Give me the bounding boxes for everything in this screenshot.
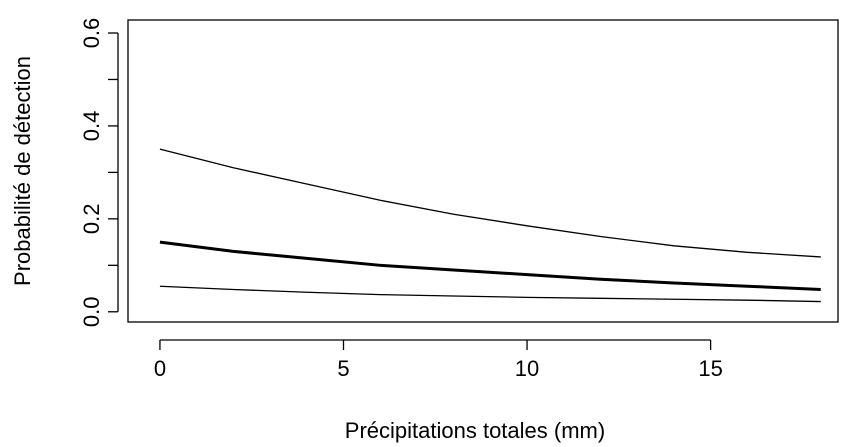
y-tick-label: 0.6: [79, 18, 104, 49]
line: [159, 240, 821, 291]
x-tick-label: 0: [154, 356, 166, 381]
x-axis-title: Précipitations totales (mm): [345, 418, 605, 443]
line: [159, 148, 821, 258]
y-tick-label: 0.2: [79, 204, 104, 235]
y-axis-title: Probabilité de détection: [10, 56, 35, 286]
x-tick-label: 15: [698, 356, 722, 381]
x-tick-label: 5: [337, 356, 349, 381]
line: [159, 285, 821, 303]
y-tick-label: 0.0: [79, 296, 104, 327]
y-tick-label: 0.4: [79, 111, 104, 142]
plot-box: [127, 19, 839, 323]
x-tick-label: 10: [515, 356, 539, 381]
